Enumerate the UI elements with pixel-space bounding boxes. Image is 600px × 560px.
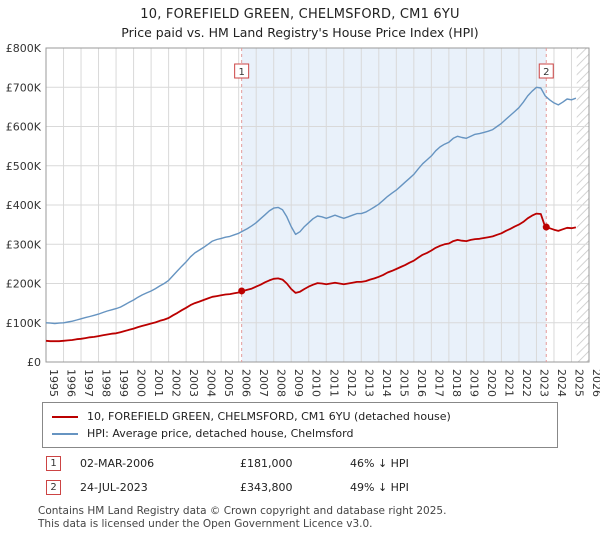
svg-text:2014: 2014: [380, 369, 393, 397]
svg-text:2012: 2012: [345, 369, 358, 397]
svg-text:£700K: £700K: [6, 81, 42, 94]
svg-text:£300K: £300K: [6, 238, 42, 251]
svg-text:2025: 2025: [572, 369, 585, 397]
price-chart: 1 2 £0 £100K £200K £300K £400K £500K £600K £700K £…: [6, 42, 600, 397]
license-footer: Contains HM Land Registry data © Crown c…: [38, 505, 600, 531]
svg-text:2008: 2008: [275, 369, 288, 397]
svg-text:£800K: £800K: [6, 42, 42, 55]
svg-text:2018: 2018: [450, 369, 463, 397]
marker-2-box: 2: [46, 480, 61, 495]
svg-text:£400K: £400K: [6, 199, 42, 212]
legend-item-property: 10, FOREFIELD GREEN, CHELMSFORD, CM1 6YU…: [52, 408, 548, 425]
svg-text:2: 2: [543, 67, 549, 78]
chart-legend: 10, FOREFIELD GREEN, CHELMSFORD, CM1 6YU…: [42, 402, 558, 448]
red-line-swatch: [52, 415, 78, 418]
svg-text:2009: 2009: [292, 369, 305, 397]
svg-text:1995: 1995: [47, 369, 60, 397]
svg-text:£500K: £500K: [6, 160, 42, 173]
svg-text:2001: 2001: [152, 369, 165, 397]
svg-text:2007: 2007: [257, 369, 270, 397]
svg-text:2022: 2022: [520, 369, 533, 397]
sale-annotation-2: 2 24-JUL-2023 £343,800 49% ↓ HPI: [46, 480, 600, 495]
sale-1-date: 02-MAR-2006: [80, 457, 155, 470]
marker-1-box: 1: [46, 456, 61, 471]
chart-subtitle: Price paid vs. HM Land Registry's House …: [121, 25, 479, 40]
svg-text:2021: 2021: [502, 369, 515, 397]
sale-annotations: 1 02-MAR-2006 £181,000 46% ↓ HPI 2 24-JU…: [0, 456, 600, 495]
legend-item-hpi: HPI: Average price, detached house, Chel…: [52, 425, 548, 442]
svg-text:1997: 1997: [82, 369, 95, 397]
svg-text:2004: 2004: [205, 369, 218, 397]
svg-text:£0: £0: [27, 356, 41, 369]
svg-text:1: 1: [238, 67, 244, 78]
svg-text:2002: 2002: [170, 369, 183, 397]
sale-1-price: £181,000: [240, 457, 293, 470]
legend-label-hpi: HPI: Average price, detached house, Chel…: [87, 427, 354, 440]
svg-text:2000: 2000: [135, 369, 148, 397]
svg-text:1996: 1996: [65, 369, 78, 397]
svg-text:2003: 2003: [187, 369, 200, 397]
svg-text:£600K: £600K: [6, 121, 42, 134]
svg-text:2023: 2023: [537, 369, 550, 397]
svg-text:1999: 1999: [117, 369, 130, 397]
svg-text:2019: 2019: [467, 369, 480, 397]
svg-text:2024: 2024: [555, 369, 568, 397]
svg-text:1998: 1998: [100, 369, 113, 397]
svg-text:2006: 2006: [240, 369, 253, 397]
chart-title: 10, FOREFIELD GREEN, CHELMSFORD, CM1 6YU: [140, 7, 460, 22]
sale-annotation-1: 1 02-MAR-2006 £181,000 46% ↓ HPI: [46, 456, 600, 471]
blue-line-swatch: [52, 432, 78, 435]
sale-2-price: £343,800: [240, 481, 293, 494]
house-price-chart-page: 10, FOREFIELD GREEN, CHELMSFORD, CM1 6YU…: [0, 7, 600, 531]
svg-text:2015: 2015: [397, 369, 410, 397]
svg-text:£100K: £100K: [6, 317, 42, 330]
svg-text:2026: 2026: [590, 369, 600, 397]
svg-text:2013: 2013: [362, 369, 375, 397]
svg-text:2010: 2010: [310, 369, 323, 397]
svg-text:2020: 2020: [485, 369, 498, 397]
svg-text:2005: 2005: [222, 369, 235, 397]
sale-2-hpi-diff: 49% ↓ HPI: [350, 481, 409, 494]
license-footer-line1: Contains HM Land Registry data © Crown c…: [38, 505, 447, 517]
svg-text:2011: 2011: [327, 369, 340, 397]
svg-text:2016: 2016: [415, 369, 428, 397]
legend-label-property: 10, FOREFIELD GREEN, CHELMSFORD, CM1 6YU…: [87, 410, 451, 423]
sale-2-date: 24-JUL-2023: [80, 481, 148, 494]
license-footer-line2: This data is licensed under the Open Gov…: [38, 518, 373, 530]
svg-text:2017: 2017: [432, 369, 445, 397]
sale-1-hpi-diff: 46% ↓ HPI: [350, 457, 409, 470]
svg-text:£200K: £200K: [6, 278, 42, 291]
